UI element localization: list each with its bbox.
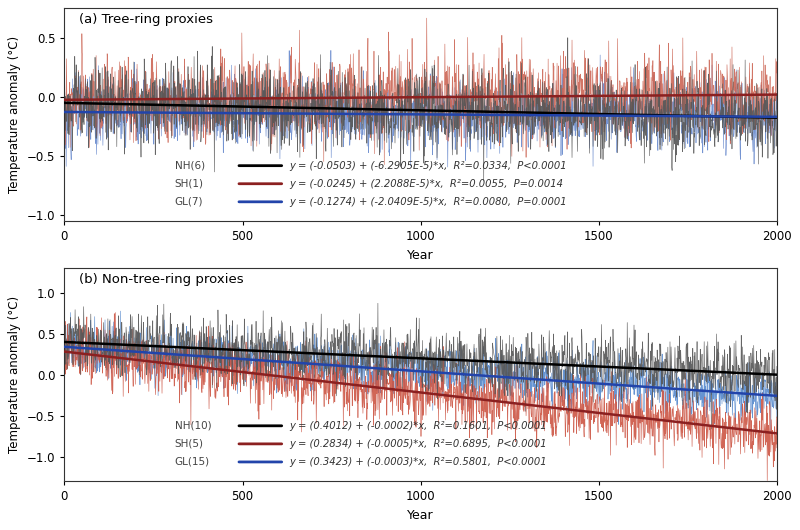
Text: SH(1): SH(1) xyxy=(175,179,204,189)
Text: GL(7): GL(7) xyxy=(175,197,203,207)
Text: y = (-0.1274) + (-2.0409E-5)*x,  R²=0.0080,  P=0.0001: y = (-0.1274) + (-2.0409E-5)*x, R²=0.008… xyxy=(289,197,566,207)
Text: (a) Tree-ring proxies: (a) Tree-ring proxies xyxy=(78,13,213,25)
Text: NH(10): NH(10) xyxy=(175,421,211,431)
X-axis label: Year: Year xyxy=(407,249,434,261)
Y-axis label: Temperature anomaly (°C): Temperature anomaly (°C) xyxy=(8,296,22,453)
Text: y = (-0.0245) + (2.2088E-5)*x,  R²=0.0055,  P=0.0014: y = (-0.0245) + (2.2088E-5)*x, R²=0.0055… xyxy=(289,179,563,189)
Text: NH(6): NH(6) xyxy=(175,161,205,171)
Text: (b) Non-tree-ring proxies: (b) Non-tree-ring proxies xyxy=(78,273,243,286)
Y-axis label: Temperature anomaly (°C): Temperature anomaly (°C) xyxy=(8,36,22,193)
Text: GL(15): GL(15) xyxy=(175,457,210,467)
Text: y = (-0.0503) + (-6.2905E-5)*x,  R²=0.0334,  P<0.0001: y = (-0.0503) + (-6.2905E-5)*x, R²=0.033… xyxy=(289,161,566,171)
Text: y = (0.3423) + (-0.0003)*x,  R²=0.5801,  P<0.0001: y = (0.3423) + (-0.0003)*x, R²=0.5801, P… xyxy=(289,457,546,467)
Text: y = (0.2834) + (-0.0005)*x,  R²=0.6895,  P<0.0001: y = (0.2834) + (-0.0005)*x, R²=0.6895, P… xyxy=(289,439,546,449)
Text: y = (0.4012) + (-0.0002)*x,  R²=0.1601,  P<0.0001: y = (0.4012) + (-0.0002)*x, R²=0.1601, P… xyxy=(289,421,546,431)
Text: SH(5): SH(5) xyxy=(175,439,204,449)
X-axis label: Year: Year xyxy=(407,509,434,522)
